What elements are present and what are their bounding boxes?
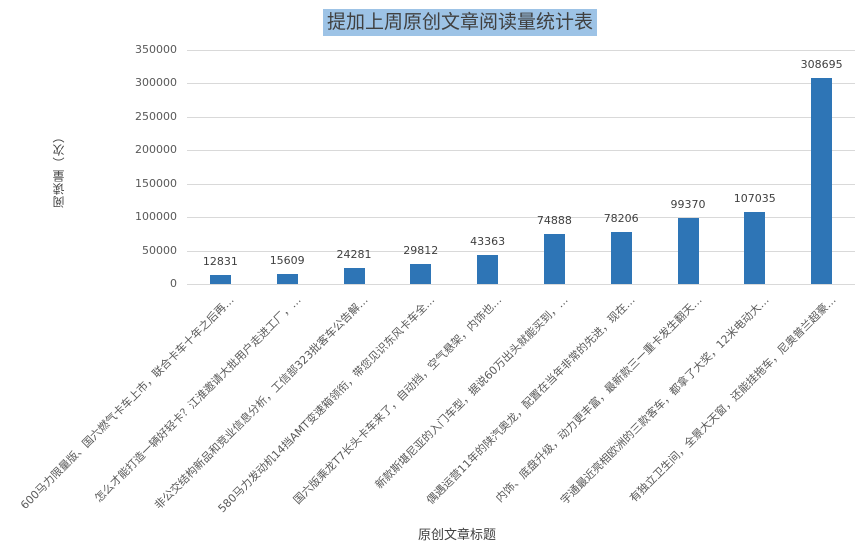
- bar[interactable]: [209, 275, 231, 284]
- data-label: 43363: [470, 235, 506, 248]
- y-tick-label: 200000: [135, 143, 177, 157]
- y-tick-label: 250000: [135, 109, 177, 123]
- bar[interactable]: [410, 264, 432, 284]
- bar[interactable]: [610, 231, 632, 284]
- gridline: [187, 183, 855, 185]
- bar[interactable]: [343, 267, 365, 284]
- bar[interactable]: [811, 77, 833, 284]
- gridline: [187, 284, 855, 285]
- y-tick-label: 0: [170, 277, 177, 290]
- gridline: [187, 150, 855, 152]
- chart-title: 提加上周原创文章阅读量统计表: [323, 9, 598, 36]
- data-label: 12831: [202, 255, 238, 269]
- bar[interactable]: [477, 255, 499, 284]
- plot-area: 0 50000 100000 150000 200000 250000 300000 3500…: [19, 43, 855, 515]
- gridline: [187, 116, 855, 118]
- data-label: 74888: [536, 213, 572, 227]
- bar[interactable]: [276, 273, 298, 284]
- data-label: 29812: [403, 244, 439, 258]
- data-label: 107035: [733, 192, 776, 206]
- bar[interactable]: [744, 212, 766, 284]
- data-label: 24281: [336, 247, 372, 261]
- gridline: [187, 250, 855, 252]
- y-tick-label: 300000: [135, 76, 177, 90]
- data-label: 15609: [269, 253, 305, 267]
- data-label: 308695: [800, 57, 843, 71]
- data-label: 99370: [670, 197, 706, 211]
- y-axis-label: 阅读量（次）: [52, 130, 66, 208]
- gridline: [187, 217, 855, 219]
- data-label: 78206: [603, 211, 639, 225]
- bar[interactable]: [543, 233, 565, 284]
- gridline: [187, 50, 855, 51]
- y-tick-label: 50000: [142, 243, 177, 257]
- gridline: [187, 83, 855, 85]
- y-tick-label: 100000: [135, 210, 177, 224]
- bar[interactable]: [677, 217, 699, 284]
- y-tick-label: 350000: [135, 43, 177, 56]
- x-axis-label: 原创文章标题: [418, 528, 497, 543]
- y-tick-label: 150000: [135, 176, 177, 190]
